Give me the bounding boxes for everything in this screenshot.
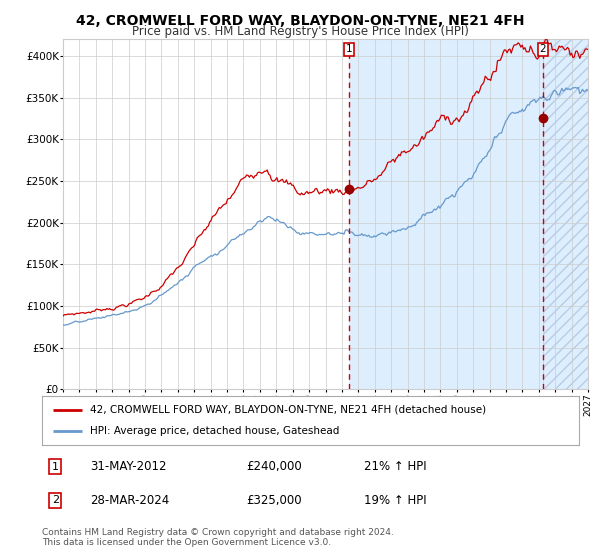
Text: £240,000: £240,000: [246, 460, 302, 473]
Text: HPI: Average price, detached house, Gateshead: HPI: Average price, detached house, Gate…: [91, 426, 340, 436]
Text: Price paid vs. HM Land Registry's House Price Index (HPI): Price paid vs. HM Land Registry's House …: [131, 25, 469, 38]
Text: 19% ↑ HPI: 19% ↑ HPI: [364, 494, 427, 507]
Text: 42, CROMWELL FORD WAY, BLAYDON-ON-TYNE, NE21 4FH: 42, CROMWELL FORD WAY, BLAYDON-ON-TYNE, …: [76, 14, 524, 28]
Text: 1: 1: [52, 462, 59, 472]
Text: 1: 1: [346, 44, 352, 54]
Text: 42, CROMWELL FORD WAY, BLAYDON-ON-TYNE, NE21 4FH (detached house): 42, CROMWELL FORD WAY, BLAYDON-ON-TYNE, …: [91, 405, 487, 415]
Text: £325,000: £325,000: [246, 494, 302, 507]
Text: 2: 2: [539, 44, 546, 54]
Text: 2: 2: [52, 495, 59, 505]
Text: 21% ↑ HPI: 21% ↑ HPI: [364, 460, 427, 473]
Bar: [543, 39, 588, 389]
Bar: [349, 39, 543, 389]
Bar: [543, 39, 588, 389]
Text: Contains HM Land Registry data © Crown copyright and database right 2024.
This d: Contains HM Land Registry data © Crown c…: [42, 528, 394, 547]
Text: 31-MAY-2012: 31-MAY-2012: [91, 460, 167, 473]
Text: 28-MAR-2024: 28-MAR-2024: [91, 494, 170, 507]
